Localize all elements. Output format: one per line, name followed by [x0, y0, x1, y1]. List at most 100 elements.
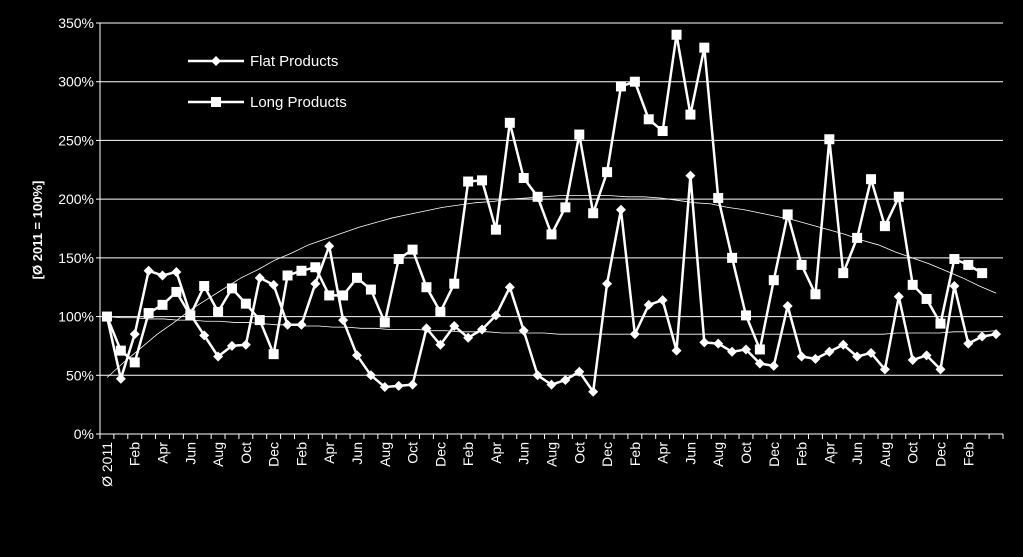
long-products-point — [435, 306, 446, 317]
flat-products-point — [226, 340, 237, 351]
x-tick-label: Apr — [155, 442, 171, 464]
long-products-point — [504, 117, 515, 128]
flat-products-point — [199, 330, 210, 341]
flat-products-point — [324, 241, 335, 252]
long-products-point — [157, 299, 168, 310]
x-tick-label: Jun — [349, 442, 365, 465]
flat-products-point — [838, 339, 849, 350]
y-tick-label: 100% — [58, 309, 94, 325]
long-products-point — [268, 349, 279, 360]
x-tick-label: Apr — [655, 442, 671, 464]
x-tick-label: Aug — [377, 442, 393, 467]
flat-products-point — [935, 364, 946, 375]
y-tick-labels: 0% 50% 100% 150% 200% 250% 300% 350% — [58, 15, 94, 442]
long-products-point — [240, 298, 251, 309]
long-products-point — [685, 109, 696, 120]
long-products-point — [657, 126, 668, 137]
long-products-point — [977, 268, 988, 279]
long-products-point — [629, 76, 640, 87]
flat-products-point — [685, 170, 696, 181]
flat-products-point — [963, 338, 974, 349]
long-products-point — [407, 244, 418, 255]
legend-label-long: Long Products — [250, 94, 347, 111]
x-tick-label: Aug — [877, 442, 893, 467]
long-products-point — [615, 81, 626, 92]
long-products-point — [379, 317, 390, 328]
long-products-point — [727, 252, 738, 263]
long-products-point — [365, 284, 376, 295]
axes — [96, 22, 1004, 439]
flat-products-point — [268, 279, 279, 290]
legend: Flat Products Long Products — [188, 53, 347, 111]
long-products-point — [393, 254, 404, 265]
long-products-point — [213, 306, 224, 317]
long-products-point — [963, 259, 974, 270]
flat-products-line — [105, 174, 997, 393]
x-tick-label: Feb — [627, 442, 643, 466]
long-products-point — [740, 310, 751, 321]
flat-products-point — [338, 315, 349, 326]
long-products-point — [463, 176, 474, 187]
flat-products-point — [435, 339, 446, 350]
flat-products-point — [518, 325, 529, 336]
flat-products-point — [602, 278, 613, 289]
x-tick-label: Feb — [794, 442, 810, 466]
x-tick-label: Jun — [849, 442, 865, 465]
flat-products-point — [588, 386, 599, 397]
legend-square-icon — [211, 97, 221, 107]
long-products-point — [185, 310, 196, 321]
long-products-point — [671, 29, 682, 40]
x-tick-label: Feb — [127, 442, 143, 466]
legend-diamond-icon — [211, 56, 221, 66]
x-tick-label: Feb — [460, 442, 476, 466]
y-tick-label: 300% — [58, 74, 94, 90]
x-tick-label: Ø 2011 — [99, 442, 115, 487]
x-tick-label: Jun — [682, 442, 698, 465]
flat-products-point — [463, 332, 474, 343]
x-tick-label: Dec — [766, 442, 782, 467]
x-tick-label: Apr — [821, 442, 837, 464]
long-products-point — [282, 270, 293, 281]
flat-products-point — [171, 266, 182, 277]
flat-products-point — [532, 370, 543, 381]
flat-products-point — [296, 319, 307, 330]
long-products-point — [421, 282, 432, 293]
flat-products-point — [143, 265, 154, 276]
x-tick-label: Oct — [571, 442, 587, 464]
flat-products-point — [796, 351, 807, 362]
flat-products-point — [949, 281, 960, 292]
flat-products-point — [393, 380, 404, 391]
flat-products-point — [713, 338, 724, 349]
long-products-point — [949, 254, 960, 265]
long-products-point — [296, 265, 307, 276]
x-tick-labels: Ø 2011 Feb Apr Jun Aug Oct Dec Feb Apr Jun Aug Oct D… — [99, 442, 976, 487]
flat-products-point — [727, 346, 738, 357]
flat-products-point — [129, 329, 140, 340]
flat-products-point — [810, 353, 821, 364]
x-tick-label: Aug — [710, 442, 726, 467]
y-tick-label: 150% — [58, 250, 94, 266]
flat-products-point — [546, 379, 557, 390]
flat-products-point — [991, 329, 1002, 340]
x-tick-label: Dec — [599, 442, 615, 467]
flat-products-point — [115, 373, 126, 384]
flat-products-point — [504, 282, 515, 293]
flat-products-point — [921, 350, 932, 361]
series-group — [101, 29, 1002, 397]
long-products-point — [518, 173, 529, 184]
long-products-point — [699, 42, 710, 53]
flat-products-point — [879, 364, 890, 375]
x-tick-label: Oct — [238, 442, 254, 464]
long-products-point — [588, 208, 599, 219]
long-products-point — [199, 281, 210, 292]
long-products-point — [810, 289, 821, 300]
long-products-point — [324, 290, 335, 301]
long-products-line — [105, 33, 983, 364]
flat-products-point — [893, 291, 904, 302]
y-axis-label: [Ø 2011 = 100%] — [30, 181, 45, 280]
flat-products-point — [615, 204, 626, 215]
x-tick-label: Apr — [488, 442, 504, 464]
flat-products-point — [157, 270, 168, 281]
long-products-point — [796, 259, 807, 270]
